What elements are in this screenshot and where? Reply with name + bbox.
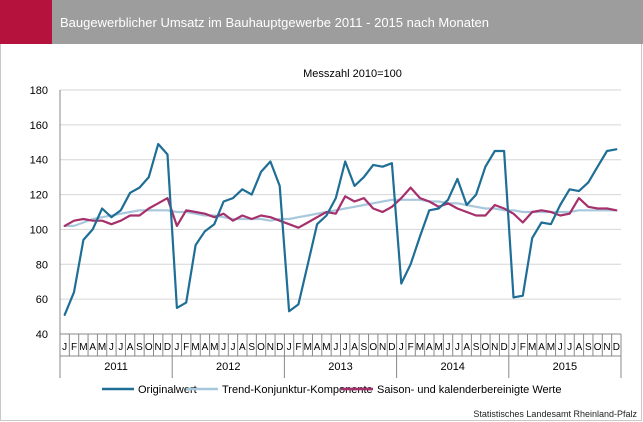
month-label: S xyxy=(136,342,143,353)
month-label: M xyxy=(79,342,87,353)
month-label: M xyxy=(191,342,199,353)
month-label: J xyxy=(221,342,226,353)
month-label: J xyxy=(399,342,404,353)
series-line-0 xyxy=(63,142,618,316)
month-label: O xyxy=(369,342,377,353)
month-label: M xyxy=(528,342,536,353)
month-label: M xyxy=(304,342,312,353)
header-band: Baugewerblicher Umsatz im Bauhauptgewerb… xyxy=(0,0,643,44)
y-tick-label: 180 xyxy=(30,85,48,97)
month-label: O xyxy=(594,342,602,353)
month-label: M xyxy=(210,342,218,353)
month-label: J xyxy=(455,342,460,353)
month-label: A xyxy=(351,342,358,353)
month-label: F xyxy=(520,342,526,353)
month-label: N xyxy=(267,342,274,353)
month-label: A xyxy=(202,342,209,353)
month-label: S xyxy=(361,342,368,353)
y-tick-label: 80 xyxy=(36,259,48,271)
year-label-2015: 2015 xyxy=(553,361,577,373)
chart-frame xyxy=(0,44,642,421)
month-label: J xyxy=(287,342,292,353)
month-label: D xyxy=(501,342,508,353)
legend-label-2: Saison- und kalenderbereinigte Werte xyxy=(377,384,561,396)
month-label: M xyxy=(416,342,424,353)
month-label: S xyxy=(585,342,592,353)
y-tick-label: 120 xyxy=(30,190,48,202)
y-tick-label: 140 xyxy=(30,155,48,167)
month-label: A xyxy=(314,342,321,353)
month-label: F xyxy=(183,342,189,353)
month-label: J xyxy=(118,342,123,353)
month-label: J xyxy=(567,342,572,353)
month-label: J xyxy=(558,342,563,353)
month-label: D xyxy=(613,342,620,353)
month-label: A xyxy=(127,342,134,353)
title-bar: Baugewerblicher Umsatz im Bauhauptgewerb… xyxy=(52,0,643,44)
month-label: O xyxy=(145,342,153,353)
month-label: S xyxy=(248,342,255,353)
series-line-1 xyxy=(63,198,618,227)
month-label: A xyxy=(538,342,545,353)
month-label: J xyxy=(230,342,235,353)
month-label: F xyxy=(408,342,414,353)
month-label: A xyxy=(426,342,433,353)
month-label: N xyxy=(603,342,610,353)
y-tick-label: 100 xyxy=(30,224,48,236)
month-label: J xyxy=(109,342,114,353)
year-label-2014: 2014 xyxy=(440,361,464,373)
month-label: S xyxy=(473,342,480,353)
month-label: M xyxy=(547,342,555,353)
year-label-2013: 2013 xyxy=(328,361,352,373)
month-label: O xyxy=(257,342,265,353)
month-label: J xyxy=(446,342,451,353)
year-label-2011: 2011 xyxy=(104,361,128,373)
year-label-2012: 2012 xyxy=(216,361,240,373)
month-label: J xyxy=(62,342,67,353)
month-label: A xyxy=(463,342,470,353)
source-note: Statistisches Landesamt Rheinland-Pfalz xyxy=(473,409,637,419)
legend-label-1: Trend-Konjunktur-Komponente xyxy=(222,384,373,396)
month-label: A xyxy=(239,342,246,353)
y-tick-label: 40 xyxy=(36,329,48,341)
month-label: M xyxy=(98,342,106,353)
month-label: D xyxy=(164,342,171,353)
month-label: M xyxy=(322,342,330,353)
month-label: J xyxy=(174,342,179,353)
month-label: J xyxy=(333,342,338,353)
month-label: J xyxy=(511,342,516,353)
y-tick-label: 60 xyxy=(36,294,48,306)
month-label: D xyxy=(388,342,395,353)
month-label: J xyxy=(343,342,348,353)
month-label: D xyxy=(276,342,283,353)
month-label: A xyxy=(89,342,96,353)
legend-label-0: Originalwert xyxy=(138,384,197,396)
month-label: M xyxy=(435,342,443,353)
series-line-2 xyxy=(63,186,618,229)
chart-subtitle: Messzahl 2010=100 xyxy=(303,68,402,80)
month-label: O xyxy=(482,342,490,353)
month-label: N xyxy=(379,342,386,353)
accent-block xyxy=(0,0,52,44)
month-label: N xyxy=(491,342,498,353)
month-label: N xyxy=(155,342,162,353)
chart-title: Baugewerblicher Umsatz im Bauhauptgewerb… xyxy=(60,14,490,30)
month-label: F xyxy=(295,342,301,353)
y-tick-label: 160 xyxy=(30,120,48,132)
month-label: F xyxy=(71,342,77,353)
month-label: A xyxy=(576,342,583,353)
